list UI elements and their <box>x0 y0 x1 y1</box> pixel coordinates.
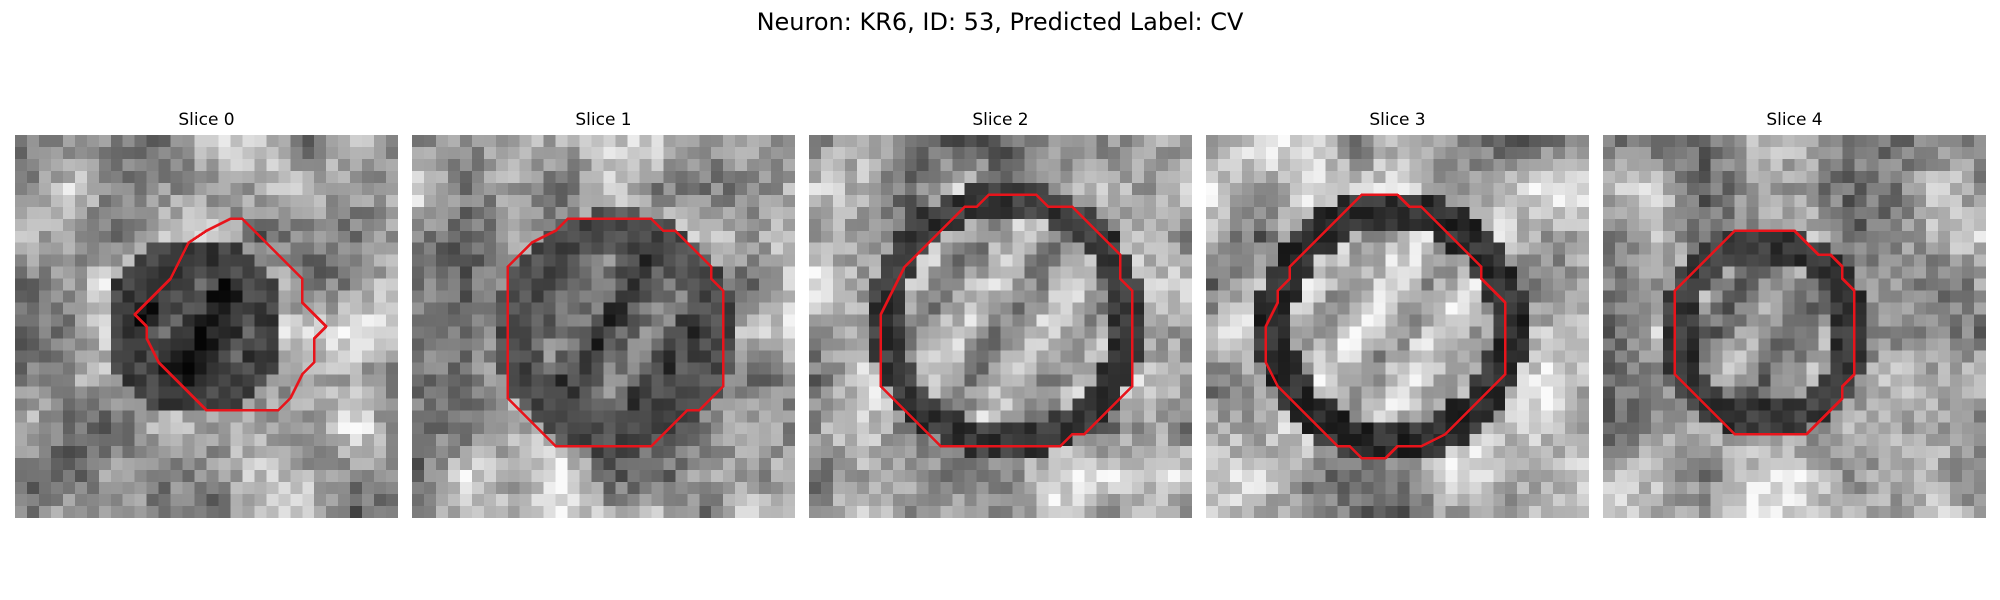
slice-image-1 <box>412 135 795 518</box>
slice-title-2: Slice 2 <box>972 110 1029 130</box>
grayscale-pixels <box>809 135 1192 518</box>
slice-title-1: Slice 1 <box>575 110 632 130</box>
slice-image-0 <box>15 135 398 518</box>
segmentation-contour <box>506 217 725 448</box>
slice-title-0: Slice 0 <box>178 110 235 130</box>
segmentation-contour <box>1673 229 1856 436</box>
slice-image-2 <box>809 135 1192 518</box>
grayscale-pixels <box>412 135 795 518</box>
segmentation-contour <box>879 193 1134 448</box>
slice-title-4: Slice 4 <box>1766 110 1823 130</box>
slice-image-3 <box>1206 135 1589 518</box>
slice-title-3: Slice 3 <box>1369 110 1426 130</box>
grayscale-pixels <box>1206 135 1589 518</box>
segmentation-contour <box>1264 193 1507 460</box>
grayscale-pixels <box>1603 135 1986 518</box>
slice-image-4 <box>1603 135 1986 518</box>
grayscale-pixels <box>15 135 398 518</box>
segmentation-contour <box>133 217 328 412</box>
figure-title: Neuron: KR6, ID: 53, Predicted Label: CV <box>756 8 1244 36</box>
